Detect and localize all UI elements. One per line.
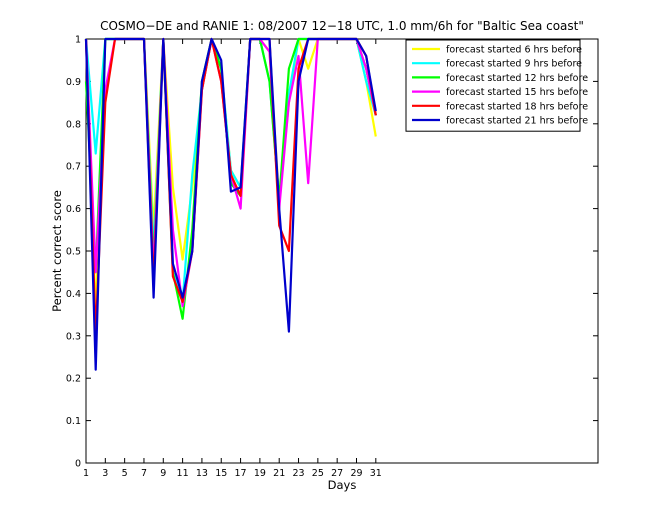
legend-label-1: forecast started 6 hrs before [446,45,582,56]
y-tick-label: 0.8 [66,119,81,130]
x-tick-label: 5 [122,468,128,479]
x-tick-label: 25 [312,468,324,479]
x-tick-label: 19 [254,468,266,479]
legend-label-6: forecast started 21 hrs before [446,116,588,127]
x-axis-title: Days [328,478,357,492]
x-tick-label: 1 [83,468,89,479]
legend: forecast started 6 hrs before forecast st… [405,39,588,132]
y-tick-label: 1 [75,35,81,46]
y-tick-label: 0.6 [66,204,81,215]
y-tick-label: 0.5 [66,247,81,258]
x-tick-label: 17 [235,468,247,479]
x-tick-label: 11 [177,468,189,479]
x-tick-label: 7 [141,468,147,479]
x-tick-label: 15 [215,468,227,479]
x-tick-label: 9 [160,468,166,479]
y-axis-title: Percent correct score [50,190,64,312]
y-tick-label: 0.9 [66,77,81,88]
x-tick-label: 31 [370,468,382,479]
series-line-6 [84,37,377,371]
x-tick-label: 23 [292,468,304,479]
y-tick-label: 0.3 [66,331,81,342]
y-tick-label: 0.1 [66,416,81,427]
y-tick-label: 0.7 [66,162,81,173]
series-lines [84,37,377,371]
y-tick-label: 0.2 [66,374,81,385]
chart-title: COSMO−DE and RANIE 1: 08/2007 12−18 UTC,… [100,19,584,33]
x-tick-label: 27 [331,468,343,479]
y-tick-label: 0 [75,459,81,470]
legend-label-2: forecast started 9 hrs before [446,59,582,70]
legend-label-5: forecast started 18 hrs before [446,101,588,112]
x-tick-label: 13 [196,468,208,479]
x-tick-label: 21 [273,468,285,479]
legend-label-3: forecast started 12 hrs before [446,73,588,84]
x-tick-label: 3 [102,468,108,479]
y-tick-label: 0.4 [66,289,81,300]
x-tick-label: 29 [350,468,362,479]
legend-label-4: forecast started 15 hrs before [446,87,588,98]
legend-box [405,39,581,132]
